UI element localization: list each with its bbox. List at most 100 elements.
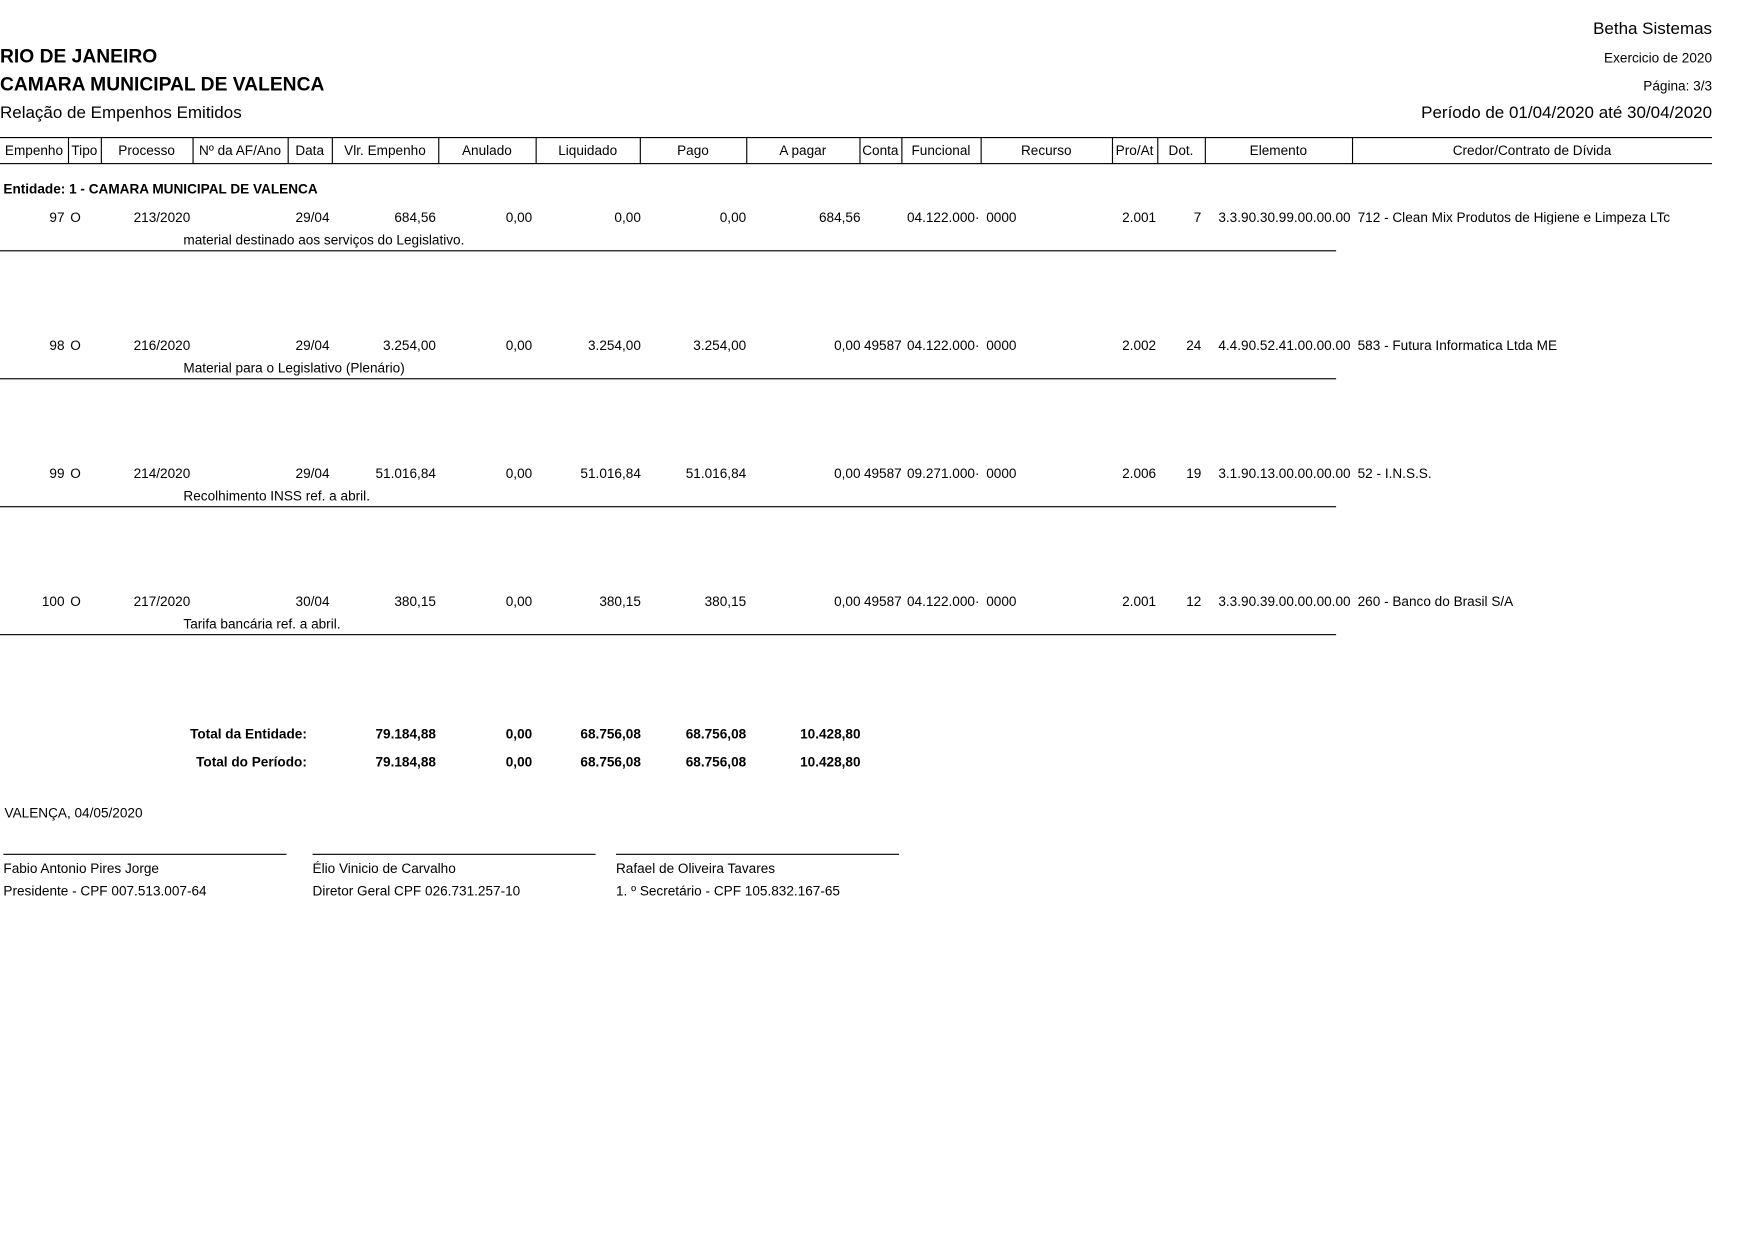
total-pago: 68.756,08: [685, 754, 747, 770]
vlr-empenho: 51.016,84: [375, 465, 436, 482]
empenho: 99: [49, 465, 65, 482]
column-divider: [1111, 137, 1114, 164]
state: RIO DE JANEIRO: [0, 44, 158, 67]
column-header: Nº da AF/Ano: [199, 142, 282, 159]
column-divider: [1351, 137, 1354, 164]
page-number: Página: 3/3: [1643, 78, 1713, 94]
anulado: 0,00: [505, 593, 533, 610]
column-header: Credor/Contrato de Dívida: [1452, 142, 1612, 159]
data: 30/04: [295, 593, 330, 610]
total-a-pagar: 10.428,80: [800, 754, 861, 770]
elemento: 4.4.90.52.41.00.00.00: [1218, 337, 1351, 354]
column-header: Liquidado: [558, 142, 618, 159]
column-header: Dot.: [1168, 142, 1194, 159]
processo: 217/2020: [133, 593, 191, 610]
column-header: Tipo: [71, 142, 98, 159]
column-header: Anulado: [461, 142, 512, 159]
signer-name: Élio Vinicio de Carvalho: [312, 860, 456, 877]
pago: 0,00: [719, 209, 747, 226]
rule: [3, 853, 287, 855]
rule: [0, 634, 1337, 636]
liquidado: 51.016,84: [580, 465, 641, 482]
column-divider: [438, 137, 440, 164]
descricao: Recolhimento INSS ref. a abril.: [183, 488, 370, 504]
empenho: 98: [49, 337, 65, 354]
report-title: Relação de Empenhos Emitidos: [0, 102, 242, 122]
column-divider: [1204, 137, 1206, 164]
pro-at: 2.002: [1122, 337, 1157, 354]
descricao: Material para o Legislativo (Plenário): [183, 360, 405, 376]
signer-name: Fabio Antonio Pires Jorge: [3, 860, 159, 877]
a-pagar: 684,56: [818, 209, 861, 226]
tipo: O: [70, 337, 81, 354]
column-header: Empenho: [4, 142, 64, 159]
elemento: 3.1.90.13.00.00.00.00: [1218, 465, 1351, 482]
column-divider: [67, 137, 70, 164]
pago: 3.254,00: [693, 337, 747, 354]
column-header: Pro/At: [1115, 142, 1154, 159]
funcional: 04.122.000·: [906, 593, 980, 610]
exercise: Exercicio de 2020: [1604, 49, 1713, 66]
recurso: 0000: [986, 337, 1017, 354]
tipo: O: [70, 593, 81, 610]
data: 29/04: [295, 337, 330, 354]
total-liquidado: 68.756,08: [580, 725, 641, 742]
pro-at: 2.001: [1122, 209, 1157, 226]
conta: 49587: [863, 465, 902, 482]
credor: 260 - Banco do Brasil S/A: [1357, 594, 1514, 609]
pago: 51.016,84: [685, 465, 747, 482]
column-header: A pagar: [779, 142, 827, 159]
signer-name: Rafael de Oliveira Tavares: [615, 860, 776, 877]
anulado: 0,00: [505, 337, 533, 354]
column-divider: [331, 137, 333, 164]
signer-role: Diretor Geral CPF 026.731.257-10: [312, 883, 521, 900]
column-header: Conta: [862, 142, 899, 159]
dot: 12: [1186, 593, 1202, 610]
anulado: 0,00: [505, 465, 533, 482]
total-liquidado: 68.756,08: [580, 754, 641, 770]
total-anulado: 0,00: [505, 754, 533, 770]
credor: 583 - Futura Informatica Ltda ME: [1357, 338, 1558, 353]
conta: 49587: [863, 337, 902, 354]
credor: 712 - Clean Mix Produtos de Higiene e Li…: [1357, 210, 1671, 225]
empenho: 97: [49, 209, 65, 226]
column-divider: [192, 137, 194, 164]
column-header: Elemento: [1249, 142, 1308, 159]
data: 29/04: [295, 465, 330, 482]
a-pagar: 0,00: [834, 465, 861, 482]
column-divider: [287, 137, 289, 164]
tipo: O: [70, 465, 81, 482]
rule: [615, 853, 900, 855]
rule: [0, 378, 1337, 380]
empenho: 100: [41, 593, 65, 610]
place-date: VALENÇA, 04/05/2020: [4, 805, 143, 821]
column-divider: [100, 137, 102, 164]
column-header: Funcional: [911, 142, 971, 159]
recurso: 0000: [986, 465, 1017, 482]
column-header: Recurso: [1020, 142, 1072, 159]
total-a-pagar: 10.428,80: [800, 725, 861, 742]
total-vlr: 79.184,88: [375, 754, 436, 770]
liquidado: 3.254,00: [587, 337, 641, 354]
period: Período de 01/04/2020 até 30/04/2020: [1421, 102, 1713, 122]
total-label: Total do Período:: [196, 754, 307, 770]
a-pagar: 0,00: [834, 337, 861, 354]
column-header: Pago: [677, 142, 709, 159]
rule: [0, 163, 1713, 165]
pro-at: 2.006: [1122, 465, 1157, 482]
elemento: 3.3.90.30.99.00.00.00: [1218, 209, 1351, 226]
descricao: Tarifa bancária ref. a abril.: [183, 615, 341, 632]
anulado: 0,00: [505, 209, 533, 226]
liquidado: 0,00: [614, 209, 641, 226]
column-header: Processo: [118, 142, 175, 159]
processo: 213/2020: [133, 209, 191, 226]
entity-name: CAMARA MUNICIPAL DE VALENCA: [0, 73, 325, 95]
column-divider: [1157, 137, 1159, 164]
elemento: 3.3.90.39.00.00.00.00: [1218, 593, 1351, 610]
column-divider: [535, 137, 537, 164]
data: 29/04: [295, 209, 330, 226]
pro-at: 2.001: [1122, 593, 1157, 610]
